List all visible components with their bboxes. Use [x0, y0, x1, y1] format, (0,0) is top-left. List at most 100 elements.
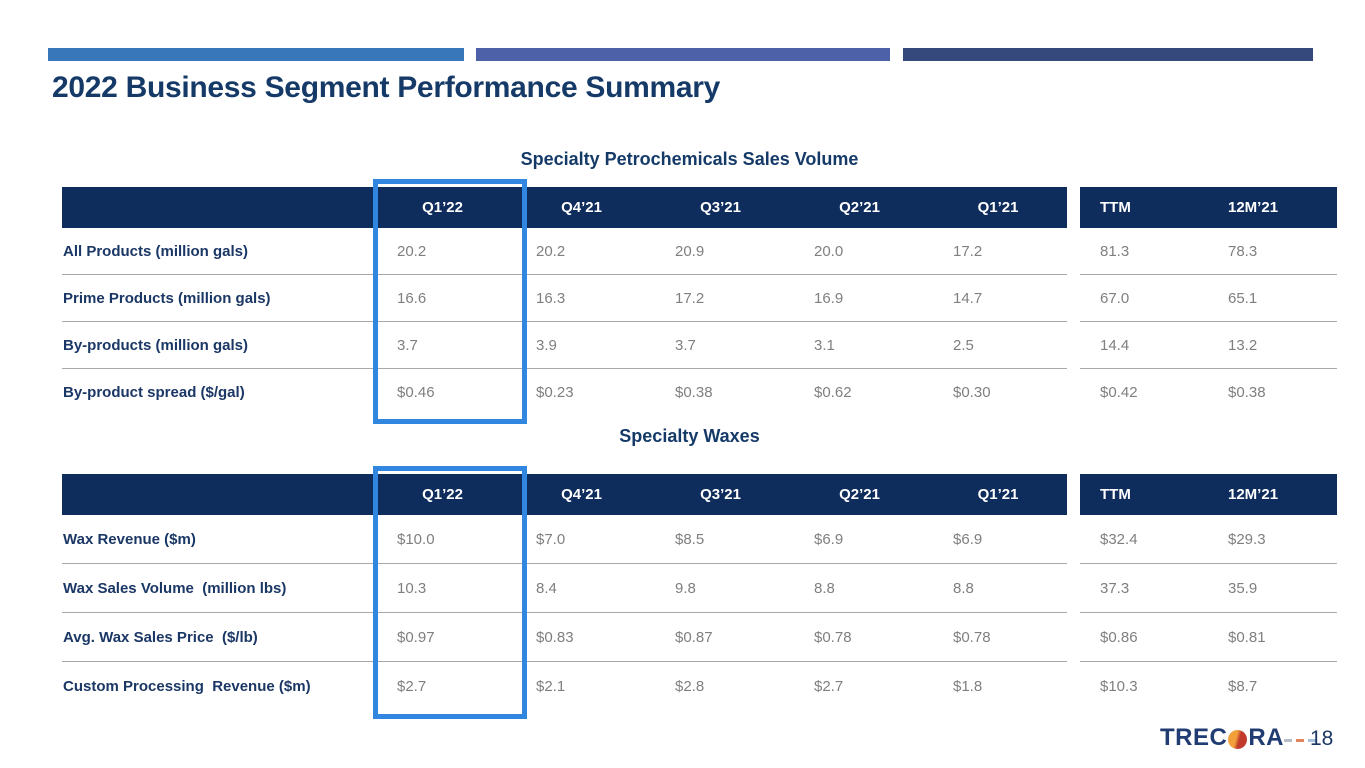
table-row: By-products (million gals) 3.7 3.9 3.7 3…	[62, 321, 1067, 369]
value-cell: $32.4	[1080, 515, 1208, 564]
value-cell: 20.9	[651, 228, 790, 275]
value-cell: $0.83	[512, 612, 651, 662]
column-header-q1-22: Q1’22	[373, 187, 512, 228]
table-row: $0.42 $0.38	[1080, 369, 1337, 416]
table-row: Prime Products (million gals) 16.6 16.3 …	[62, 274, 1067, 322]
header-row: Q1’22 Q4’21 Q3’21 Q2’21 Q1’21	[62, 187, 1067, 228]
table-row: Avg. Wax Sales Price ($/lb) $0.97 $0.83 …	[62, 612, 1067, 662]
row-label: Wax Revenue ($m)	[62, 515, 373, 564]
value-cell: 65.1	[1208, 274, 1337, 322]
value-cell: 17.2	[929, 228, 1067, 275]
dash-icon	[1284, 739, 1292, 742]
column-header-q3-21: Q3’21	[651, 474, 790, 515]
value-cell: 17.2	[651, 274, 790, 322]
value-cell: 14.7	[929, 274, 1067, 322]
value-cell: $6.9	[929, 515, 1067, 564]
value-cell: $10.3	[1100, 677, 1138, 695]
value-cell: 20.2	[373, 228, 512, 275]
value-cell: 67.0	[1080, 274, 1208, 322]
header-row: TTM 12M’21	[1080, 474, 1337, 515]
value-cell: 3.9	[512, 321, 651, 369]
header-empty-cell	[62, 187, 373, 228]
value-cell: $8.7	[1228, 677, 1258, 695]
value-cell: 8.8	[790, 563, 929, 613]
value-cell: $2.7	[814, 677, 844, 695]
column-header-q4-21: Q4’21	[512, 187, 651, 228]
value-cell: 13.2	[1208, 321, 1337, 369]
table-row: 67.0 65.1	[1080, 274, 1337, 322]
waxes-quarterly-table: Q1’22 Q4’21 Q3’21 Q2’21 Q1’21 Wax Revenu…	[62, 474, 1067, 710]
value-cell: $0.86	[1080, 612, 1208, 662]
logo-text-pre: TREC	[1160, 724, 1228, 751]
row-label: Avg. Wax Sales Price ($/lb)	[62, 612, 373, 662]
value-cell: $0.23	[536, 383, 574, 401]
column-header-q1-21: Q1’21	[929, 474, 1067, 515]
dash-icon	[1296, 739, 1304, 742]
table-row: Wax Sales Volume (million lbs) 10.3 8.4 …	[62, 563, 1067, 613]
row-label: All Products (million gals)	[62, 228, 373, 275]
table-row: 14.4 13.2	[1080, 321, 1337, 369]
value-cell: $2.7	[397, 677, 427, 695]
value-cell: $0.81	[1208, 612, 1337, 662]
accent-bar-left	[48, 48, 464, 61]
table-row: $32.4 $29.3	[1080, 515, 1337, 564]
petrochemicals-quarterly-table: Q1’22 Q4’21 Q3’21 Q2’21 Q1’21 All Produc…	[62, 187, 1067, 415]
table-row: Custom Processing Revenue ($m) $2.7 $2.1…	[62, 662, 1067, 711]
column-header-q1-21: Q1’21	[929, 187, 1067, 228]
value-cell: 10.3	[373, 563, 512, 613]
value-cell: $1.8	[953, 677, 983, 695]
table-row: $10.3 $8.7	[1080, 662, 1337, 711]
value-cell: $2.1	[536, 677, 566, 695]
dash-icon	[1308, 739, 1316, 742]
row-label: By-product spread ($/gal)	[63, 383, 245, 401]
row-label: By-products (million gals)	[62, 321, 373, 369]
column-header-ttm: TTM	[1080, 474, 1208, 515]
value-cell: $0.42	[1100, 383, 1138, 401]
value-cell: 3.7	[651, 321, 790, 369]
table-row: 81.3 78.3	[1080, 228, 1337, 275]
column-header-q1-22: Q1’22	[373, 474, 512, 515]
row-label: Prime Products (million gals)	[62, 274, 373, 322]
value-cell: $0.62	[814, 383, 852, 401]
table-row: By-product spread ($/gal) $0.46 $0.23 $0…	[62, 369, 1067, 416]
value-cell: 8.4	[512, 563, 651, 613]
trecora-logo: TREC RA	[1160, 724, 1284, 751]
value-cell: $0.30	[953, 383, 991, 401]
table-title-petrochemicals: Specialty Petrochemicals Sales Volume	[520, 149, 859, 169]
value-cell: 3.7	[373, 321, 512, 369]
trecora-o-icon	[1228, 729, 1248, 749]
value-cell: $2.8	[675, 677, 705, 695]
header-empty-cell	[62, 474, 373, 515]
column-header-q4-21: Q4’21	[512, 474, 651, 515]
value-cell: $7.0	[512, 515, 651, 564]
footer-dashes	[1284, 739, 1316, 742]
value-cell: 14.4	[1080, 321, 1208, 369]
accent-bar-middle	[476, 48, 890, 61]
value-cell: $0.78	[790, 612, 929, 662]
table-row: Wax Revenue ($m) $10.0 $7.0 $8.5 $6.9 $6…	[62, 515, 1067, 564]
petrochemicals-summary-table: TTM 12M’21 81.3 78.3 67.0 65.1 14.4 13.2…	[1080, 187, 1337, 415]
value-cell: 16.6	[373, 274, 512, 322]
table-row: $0.86 $0.81	[1080, 612, 1337, 662]
header-row: Q1’22 Q4’21 Q3’21 Q2’21 Q1’21	[62, 474, 1067, 515]
column-header-12m-21: 12M’21	[1208, 187, 1337, 228]
table-row: All Products (million gals) 20.2 20.2 20…	[62, 228, 1067, 275]
value-cell: 3.1	[790, 321, 929, 369]
value-cell: 37.3	[1080, 563, 1208, 613]
table-title-waxes: Specialty Waxes	[619, 426, 760, 446]
value-cell: 9.8	[651, 563, 790, 613]
value-cell: 78.3	[1208, 228, 1337, 275]
column-header-ttm: TTM	[1080, 187, 1208, 228]
value-cell: 20.2	[512, 228, 651, 275]
value-cell: $0.97	[373, 612, 512, 662]
column-header-q2-21: Q2’21	[790, 474, 929, 515]
row-label: Wax Sales Volume (million lbs)	[62, 563, 373, 613]
page-number: 18	[1310, 727, 1334, 750]
column-header-q2-21: Q2’21	[790, 187, 929, 228]
table-row: 37.3 35.9	[1080, 563, 1337, 613]
value-cell: $0.38	[675, 383, 713, 401]
value-cell: $8.5	[651, 515, 790, 564]
value-cell: $0.38	[1228, 383, 1266, 401]
value-cell: 16.3	[512, 274, 651, 322]
value-cell: 16.9	[790, 274, 929, 322]
